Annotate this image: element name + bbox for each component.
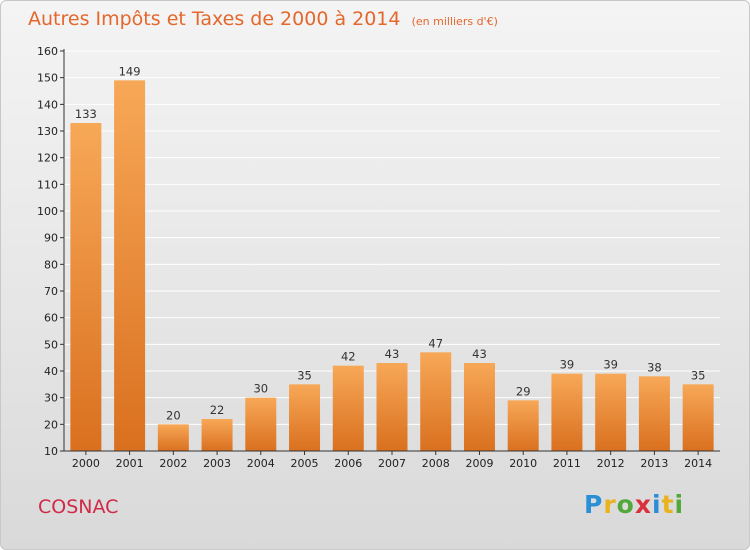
bar-value-label: 20 bbox=[166, 408, 181, 422]
y-tick-label: 120 bbox=[37, 152, 58, 165]
x-tick-label: 2007 bbox=[378, 457, 406, 470]
bar bbox=[114, 80, 146, 451]
y-tick-label: 110 bbox=[37, 178, 58, 191]
x-tick-label: 2011 bbox=[553, 457, 581, 470]
y-tick-label: 70 bbox=[44, 285, 58, 298]
logo-letter: i bbox=[652, 490, 662, 519]
logo-letter: P bbox=[584, 490, 604, 519]
bar-value-label: 42 bbox=[341, 350, 356, 364]
bar-value-label: 30 bbox=[253, 382, 268, 396]
bar bbox=[507, 400, 539, 451]
bar bbox=[595, 373, 627, 451]
x-tick-label: 2009 bbox=[465, 457, 493, 470]
bar bbox=[245, 397, 277, 451]
x-tick-label: 2008 bbox=[422, 457, 450, 470]
bar-value-label: 35 bbox=[297, 368, 312, 382]
x-tick-label: 2010 bbox=[509, 457, 537, 470]
y-tick-label: 130 bbox=[37, 125, 58, 138]
chart-title: Autres Impôts et Taxes de 2000 à 2014 (e… bbox=[28, 8, 498, 30]
bar-value-label: 38 bbox=[647, 360, 662, 374]
x-tick-label: 2001 bbox=[116, 457, 144, 470]
bar-value-label: 39 bbox=[560, 358, 575, 372]
bar-value-label: 43 bbox=[385, 347, 400, 361]
bar bbox=[638, 376, 670, 451]
y-tick-label: 40 bbox=[44, 365, 58, 378]
bar bbox=[332, 365, 364, 451]
title-unit: (en milliers d'€) bbox=[411, 15, 498, 28]
bar-value-label: 22 bbox=[210, 403, 225, 417]
bar bbox=[376, 363, 408, 451]
y-tick-label: 150 bbox=[37, 72, 58, 85]
bar bbox=[157, 424, 189, 451]
x-tick-label: 2002 bbox=[159, 457, 187, 470]
x-tick-label: 2004 bbox=[247, 457, 275, 470]
bar bbox=[289, 384, 321, 451]
title-main: Autres Impôts et Taxes de 2000 à 2014 bbox=[28, 8, 401, 30]
x-tick-label: 2000 bbox=[72, 457, 100, 470]
logo-letter: x bbox=[634, 490, 652, 519]
y-tick-label: 160 bbox=[37, 45, 58, 58]
y-tick-label: 60 bbox=[44, 312, 58, 325]
bar bbox=[201, 419, 233, 451]
x-tick-label: 2012 bbox=[597, 457, 625, 470]
y-tick-label: 80 bbox=[44, 258, 58, 271]
logo-letter: t bbox=[661, 490, 675, 519]
logo-letter: o bbox=[616, 490, 635, 519]
bar bbox=[682, 384, 714, 451]
y-tick-label: 10 bbox=[44, 445, 58, 458]
y-tick-label: 50 bbox=[44, 338, 58, 351]
x-tick-label: 2013 bbox=[640, 457, 668, 470]
proxiti-logo: Proxiti bbox=[584, 490, 684, 519]
commune-name: COSNAC bbox=[38, 496, 119, 518]
axes: 10 20 30 40 50 60 70 80 90 100 110 120 130 140 150 160 2… bbox=[37, 45, 720, 470]
y-tick-label: 20 bbox=[44, 418, 58, 431]
logo-letter: i bbox=[674, 490, 685, 519]
bar-value-label: 35 bbox=[691, 368, 706, 382]
bars: 133 149 20 22 30 35 42 43 47 43 29 39 39 38 35 bbox=[70, 64, 714, 451]
bar bbox=[70, 123, 102, 451]
bar-value-label: 47 bbox=[428, 336, 443, 350]
x-tick-label: 2005 bbox=[291, 457, 319, 470]
logo-letter: r bbox=[603, 490, 617, 519]
x-tick-label: 2003 bbox=[203, 457, 231, 470]
y-tick-label: 140 bbox=[37, 98, 58, 111]
y-tick-label: 90 bbox=[44, 232, 58, 245]
bar-value-label: 149 bbox=[119, 64, 141, 78]
bar-value-label: 29 bbox=[516, 384, 531, 398]
bar-value-label: 133 bbox=[75, 107, 97, 121]
bar-value-label: 39 bbox=[603, 358, 618, 372]
x-tick-label: 2006 bbox=[334, 457, 362, 470]
y-tick-label: 30 bbox=[44, 392, 58, 405]
x-tick-label: 2014 bbox=[684, 457, 712, 470]
y-tick-label: 100 bbox=[37, 205, 58, 218]
bar bbox=[463, 363, 495, 451]
bar bbox=[420, 352, 452, 451]
bar-value-label: 43 bbox=[472, 347, 487, 361]
bar bbox=[551, 373, 583, 451]
